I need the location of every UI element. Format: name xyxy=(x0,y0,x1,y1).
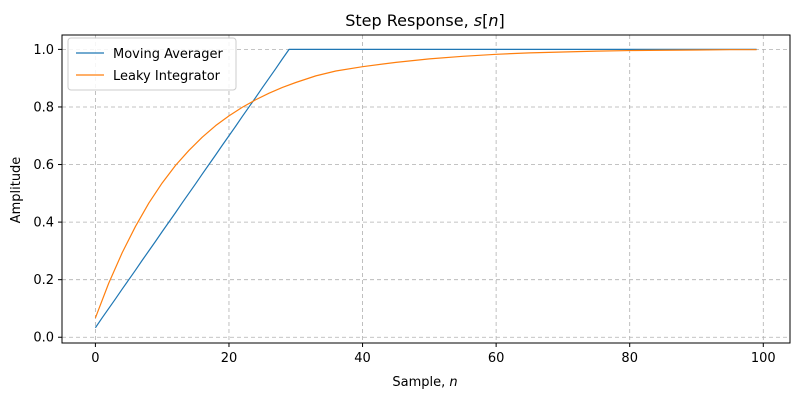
y-tick-label: 1.0 xyxy=(33,43,54,58)
series-line-moving-averager xyxy=(94,48,757,329)
x-tick-label: 60 xyxy=(488,351,505,366)
x-tick-label: 0 xyxy=(91,351,99,366)
series-line-leaky-integrator xyxy=(94,49,757,319)
y-axis-label: Amplitude xyxy=(9,157,24,224)
legend-box xyxy=(67,37,237,91)
legend-label-leaky-integrator: Leaky Integrator xyxy=(113,69,221,84)
x-tick-label: 20 xyxy=(221,351,238,366)
grid-lines xyxy=(62,35,790,343)
x-tick-label: 40 xyxy=(354,351,371,366)
y-tick-label: 0.4 xyxy=(33,216,54,231)
chart-title: Step Response, s[n] xyxy=(345,11,505,30)
y-tick-label: 0.2 xyxy=(33,273,54,288)
y-tick-label: 0.8 xyxy=(33,100,54,115)
series-lines xyxy=(94,48,757,329)
axis-ticks: 0 20 40 60 80 100 0.0 0.2 0.4 0.6 0.8 1.0 xyxy=(33,43,775,366)
y-tick-label: 0.0 xyxy=(33,331,54,346)
x-axis-label: Sample, n xyxy=(392,375,457,390)
legend-label-moving-averager: Moving Averager xyxy=(113,47,223,62)
y-tick-label: 0.6 xyxy=(33,158,54,173)
x-tick-label: 80 xyxy=(621,351,638,366)
legend: Moving Averager Leaky Integrator xyxy=(67,37,237,91)
plot-area-frame xyxy=(61,34,791,344)
x-tick-label: 100 xyxy=(751,351,776,366)
